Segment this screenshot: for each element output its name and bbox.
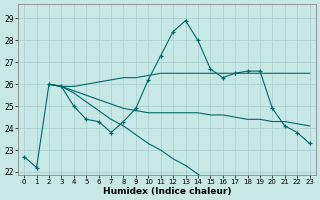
X-axis label: Humidex (Indice chaleur): Humidex (Indice chaleur) [103, 187, 231, 196]
